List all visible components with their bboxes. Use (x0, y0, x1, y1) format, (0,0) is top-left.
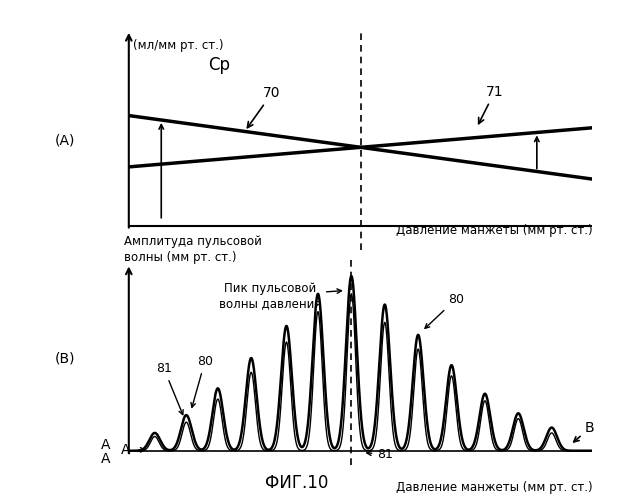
Text: Пик пульсовой
волны давления: Пик пульсовой волны давления (218, 282, 341, 310)
Text: B: B (574, 421, 594, 442)
Text: 80: 80 (425, 293, 464, 328)
Text: 71: 71 (478, 85, 504, 124)
Text: A: A (100, 452, 110, 466)
Text: A: A (100, 438, 110, 452)
Text: (В): (В) (55, 352, 75, 366)
Text: Давление манжеты (мм рт. ст.): Давление манжеты (мм рт. ст.) (396, 482, 592, 494)
Text: Амплитуда пульсовой
волны (мм рт. ст.): Амплитуда пульсовой волны (мм рт. ст.) (124, 236, 262, 264)
Text: 80: 80 (191, 355, 213, 408)
Text: (А): (А) (55, 133, 75, 147)
Text: Cp: Cp (207, 56, 230, 74)
Text: 81: 81 (367, 448, 393, 461)
Text: 70: 70 (247, 86, 281, 128)
Text: (мл/мм рт. ст.): (мл/мм рт. ст.) (133, 39, 224, 52)
Text: 81: 81 (156, 362, 183, 414)
Text: Давление манжеты (мм рт. ст.): Давление манжеты (мм рт. ст.) (396, 224, 592, 236)
Text: ФИГ.10: ФИГ.10 (265, 474, 328, 492)
Text: A: A (121, 443, 131, 457)
